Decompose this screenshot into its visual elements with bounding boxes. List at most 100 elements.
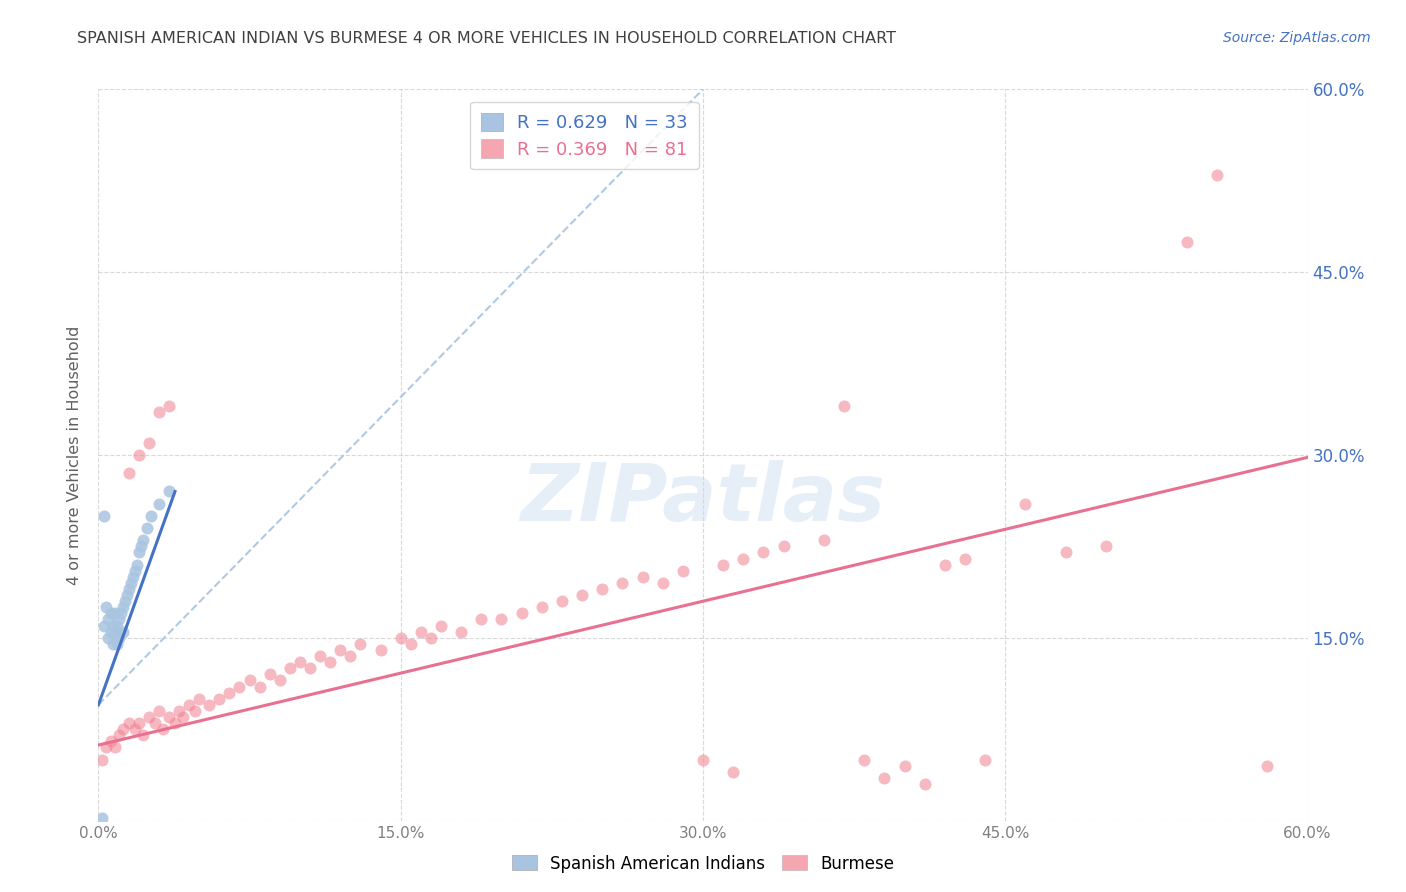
Text: Source: ZipAtlas.com: Source: ZipAtlas.com <box>1223 31 1371 45</box>
Point <box>96 740 118 755</box>
Point <box>101 618 124 632</box>
Point <box>132 728 155 742</box>
Point <box>124 564 146 578</box>
Point <box>1014 497 1036 511</box>
Point <box>91 753 114 767</box>
Point <box>115 588 138 602</box>
Point <box>120 576 142 591</box>
Point <box>103 740 125 755</box>
Point <box>1256 758 1278 772</box>
Point <box>152 723 174 737</box>
Point <box>420 631 443 645</box>
Point <box>107 631 129 645</box>
Legend: R = 0.629   N = 33, R = 0.369   N = 81: R = 0.629 N = 33, R = 0.369 N = 81 <box>470 102 699 169</box>
Point <box>138 710 160 724</box>
Point <box>723 764 745 779</box>
Text: ZIPatlas: ZIPatlas <box>520 459 886 538</box>
Point <box>893 758 915 772</box>
Point <box>349 637 371 651</box>
Point <box>143 716 166 731</box>
Point <box>118 466 141 480</box>
Point <box>129 539 152 553</box>
Point <box>571 588 593 602</box>
Point <box>1054 545 1077 559</box>
Point <box>172 710 194 724</box>
Point <box>389 631 412 645</box>
Point <box>118 582 141 596</box>
Point <box>772 539 794 553</box>
Point <box>218 686 240 700</box>
Point <box>135 521 157 535</box>
Point <box>319 655 342 669</box>
Point <box>551 594 574 608</box>
Point <box>953 551 976 566</box>
Point <box>100 624 122 639</box>
Point <box>132 533 155 548</box>
Point <box>97 612 120 626</box>
Point <box>1175 235 1198 249</box>
Point <box>114 594 136 608</box>
Point <box>974 753 997 767</box>
Point <box>97 631 120 645</box>
Point <box>188 691 211 706</box>
Point <box>752 545 775 559</box>
Point <box>148 497 170 511</box>
Point <box>138 435 160 450</box>
Point <box>111 600 134 615</box>
Point <box>124 723 146 737</box>
Point <box>370 643 392 657</box>
Y-axis label: 4 or more Vehicles in Household: 4 or more Vehicles in Household <box>67 326 83 584</box>
Point <box>125 558 148 572</box>
Point <box>111 723 134 737</box>
Point <box>163 716 186 731</box>
Point <box>491 612 513 626</box>
Point <box>100 734 122 748</box>
Point <box>107 728 129 742</box>
Point <box>711 558 734 572</box>
Point <box>111 624 134 639</box>
Point <box>148 704 170 718</box>
Point <box>288 655 311 669</box>
Point <box>530 600 553 615</box>
Point <box>510 607 533 621</box>
Point <box>91 811 114 825</box>
Point <box>139 508 162 523</box>
Point <box>228 680 250 694</box>
Point <box>309 649 332 664</box>
Point <box>853 753 876 767</box>
Point <box>873 771 896 785</box>
Point <box>813 533 835 548</box>
Point <box>612 576 634 591</box>
Point <box>1206 168 1229 182</box>
Point <box>339 649 361 664</box>
Point <box>239 673 262 688</box>
Point <box>128 545 150 559</box>
Point <box>110 607 132 621</box>
Point <box>672 564 695 578</box>
Point <box>128 448 150 462</box>
Point <box>259 667 281 681</box>
Point <box>470 612 492 626</box>
Point <box>96 600 118 615</box>
Point <box>121 570 143 584</box>
Point <box>118 716 141 731</box>
Point <box>651 576 673 591</box>
Point <box>409 624 432 639</box>
Point <box>93 618 115 632</box>
Point <box>299 661 322 675</box>
Point <box>184 704 207 718</box>
Point <box>450 624 472 639</box>
Point <box>105 618 128 632</box>
Point <box>198 698 221 712</box>
Point <box>399 637 422 651</box>
Point <box>100 607 122 621</box>
Point <box>103 607 125 621</box>
Point <box>249 680 271 694</box>
Point <box>269 673 291 688</box>
Text: SPANISH AMERICAN INDIAN VS BURMESE 4 OR MORE VEHICLES IN HOUSEHOLD CORRELATION C: SPANISH AMERICAN INDIAN VS BURMESE 4 OR … <box>77 31 897 46</box>
Point <box>208 691 231 706</box>
Point <box>93 508 115 523</box>
Point <box>103 624 125 639</box>
Point <box>105 637 128 651</box>
Point <box>148 405 170 419</box>
